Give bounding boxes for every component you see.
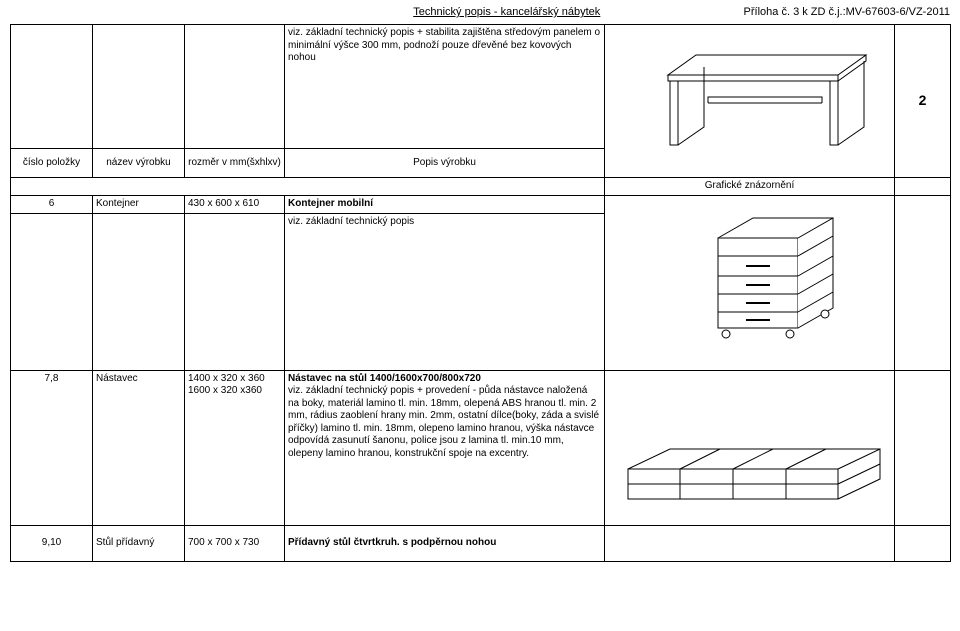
row-78: 7,8 Nástavec 1400 x 320 x 360 1600 x 320…	[11, 370, 951, 525]
doc-ref: Příloha č. 3 k ZD č.j.:MV-67603-6/VZ-201…	[744, 6, 950, 18]
r6-illustration	[605, 195, 895, 370]
desk-desc: viz. základní technický popis + stabilit…	[285, 25, 605, 149]
col-graphic: Grafické znázornění	[605, 178, 895, 196]
r6-name: Kontejner	[93, 195, 185, 214]
col-num: číslo položky	[11, 149, 93, 178]
r6-num: 6	[11, 195, 93, 214]
r910-name: Stůl přídavný	[93, 525, 185, 561]
row-6: 6 Kontejner 430 x 600 x 610 Kontejner mo…	[11, 195, 951, 214]
badge-count: 2	[895, 25, 951, 178]
r910-desc: Přídavný stůl čtvrtkruh. s podpěrnou noh…	[285, 525, 605, 561]
r78-desc: viz. základní technický popis + proveden…	[288, 385, 599, 459]
doc-title: Technický popis - kancelářský nábytek	[10, 6, 744, 18]
r78-dim1: 1400 x 320 x 360	[188, 373, 281, 386]
r6-dim: 430 x 600 x 610	[185, 195, 285, 214]
r78-illustration	[605, 370, 895, 525]
desk-illustration	[605, 25, 895, 178]
r6-desc: viz. základní technický popis	[285, 214, 605, 370]
graphic-header-row: Grafické znázornění	[11, 178, 951, 196]
r78-dim: 1400 x 320 x 360 1600 x 320 x360	[185, 370, 285, 525]
r78-title: Nástavec na stůl 1400/1600x700/800x720	[288, 373, 481, 384]
row-910: 9,10 Stůl přídavný 700 x 700 x 730 Přída…	[11, 525, 951, 561]
r78-text: Nástavec na stůl 1400/1600x700/800x720 v…	[285, 370, 605, 525]
r78-num: 7,8	[11, 370, 93, 525]
col-dim: rozměr v mm(šxhlxv)	[185, 149, 285, 178]
r78-dim2: 1600 x 320 x360	[188, 385, 281, 398]
col-desc: Popis výrobku	[285, 149, 605, 178]
row-desk: viz. základní technický popis + stabilit…	[11, 25, 951, 149]
r910-num: 9,10	[11, 525, 93, 561]
page-header: Technický popis - kancelářský nábytek Př…	[0, 0, 960, 20]
r78-name: Nástavec	[93, 370, 185, 525]
r6-title: Kontejner mobilní	[285, 195, 605, 214]
col-name: název výrobku	[93, 149, 185, 178]
r910-dim: 700 x 700 x 730	[185, 525, 285, 561]
spec-table: viz. základní technický popis + stabilit…	[10, 24, 951, 562]
